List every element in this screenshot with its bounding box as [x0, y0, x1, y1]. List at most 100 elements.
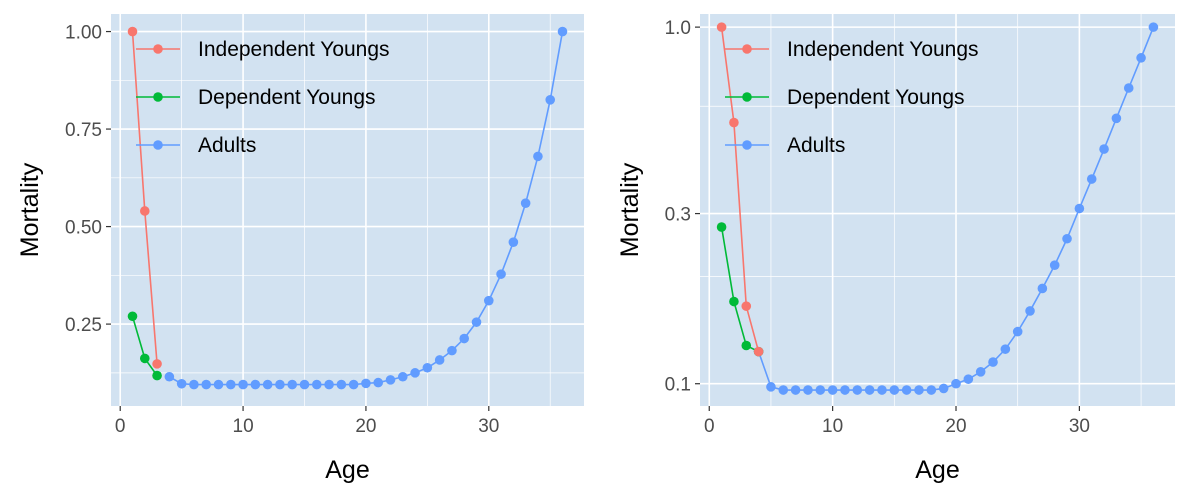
x-tick-label: 10	[233, 416, 254, 437]
data-point	[336, 379, 347, 390]
data-point	[1148, 22, 1159, 32]
data-point	[422, 362, 433, 373]
legend-label: Dependent Youngs	[198, 86, 376, 109]
panel-background	[700, 14, 1175, 406]
data-point	[716, 22, 727, 32]
data-point	[152, 359, 162, 369]
data-point	[127, 26, 138, 37]
y-tick-label: 0.50	[65, 218, 102, 239]
data-point	[483, 295, 494, 306]
data-point	[741, 301, 752, 311]
data-point	[864, 385, 875, 395]
x-tick-label: 20	[945, 416, 966, 437]
legend-label: Independent Youngs	[198, 38, 390, 61]
data-point	[1123, 83, 1134, 93]
data-point	[250, 379, 261, 390]
data-point	[815, 385, 826, 395]
data-point	[176, 378, 187, 389]
data-point	[459, 333, 470, 344]
data-point	[729, 296, 739, 307]
data-point	[201, 379, 212, 390]
data-point	[1025, 306, 1035, 316]
data-point	[397, 371, 408, 382]
x-tick-label: 30	[1069, 416, 1090, 437]
data-point	[496, 269, 506, 279]
x-tick-label: 0	[115, 416, 126, 437]
data-point	[311, 379, 322, 390]
data-point	[1062, 233, 1072, 244]
series-adults	[753, 22, 1159, 395]
data-point	[938, 383, 949, 394]
legend-key-point	[742, 92, 752, 102]
x-axis-title: Age	[915, 456, 959, 484]
data-point	[348, 379, 359, 390]
data-point	[164, 371, 175, 382]
data-point	[951, 378, 961, 389]
y-tick-label: 1.00	[65, 23, 102, 44]
data-point	[361, 378, 371, 389]
data-point	[877, 385, 887, 395]
x-axis-title: Age	[325, 456, 369, 484]
data-point	[533, 151, 543, 162]
data-point	[1037, 283, 1048, 294]
data-point	[716, 222, 727, 232]
y-tick-label: 0.3	[665, 205, 691, 226]
data-point	[508, 237, 519, 247]
data-point	[139, 206, 150, 216]
right-panel: 0 10 20 30 0.1 0.3 1.0 Age Mortality Independent …	[616, 14, 1175, 484]
data-point	[152, 370, 162, 381]
x-tick-label: 0	[704, 416, 715, 437]
data-point	[889, 385, 900, 395]
data-point	[410, 368, 420, 378]
data-point	[963, 374, 974, 384]
data-point	[1099, 144, 1109, 154]
data-point	[988, 357, 998, 367]
data-point	[324, 379, 334, 390]
legend-key-point	[153, 140, 163, 150]
legend-key-point	[153, 44, 163, 54]
data-point	[127, 311, 138, 322]
data-point	[213, 379, 224, 390]
x-tick-label: 10	[822, 416, 843, 437]
legend-item: Adults	[725, 134, 845, 157]
data-point	[852, 385, 863, 395]
legend-key-point	[742, 44, 752, 54]
data-point	[275, 379, 285, 390]
y-axis-title: Mortality	[616, 162, 644, 257]
series-independent-youngs	[716, 22, 764, 357]
data-point	[373, 377, 384, 388]
legend-label: Independent Youngs	[787, 38, 979, 61]
legend-label: Adults	[198, 134, 256, 157]
data-point	[471, 317, 482, 327]
legend: Independent Youngs Dependent Youngs Adults	[725, 38, 979, 157]
data-point	[914, 385, 924, 395]
legend-label: Adults	[787, 134, 845, 157]
legend-item: Independent Youngs	[136, 38, 390, 61]
data-point	[840, 385, 850, 395]
data-point	[225, 379, 236, 390]
y-tick-label: 0.1	[665, 375, 691, 396]
data-point	[557, 26, 568, 37]
data-point	[1136, 53, 1146, 63]
data-point	[1049, 260, 1060, 270]
data-point	[827, 385, 838, 395]
series-adults	[164, 26, 568, 390]
data-point	[434, 355, 445, 365]
x-tick-label: 30	[478, 416, 499, 437]
legend-item: Independent Youngs	[725, 38, 979, 61]
data-point	[753, 346, 764, 357]
data-point	[299, 379, 310, 390]
legend-item: Dependent Youngs	[136, 86, 376, 109]
data-point	[766, 382, 776, 392]
data-point	[447, 345, 457, 356]
panel-background	[111, 14, 584, 406]
data-point	[803, 385, 813, 395]
series-dependent-youngs	[716, 222, 764, 357]
data-point	[238, 379, 248, 390]
series-line	[720, 226, 759, 353]
legend: Independent Youngs Dependent Youngs Adults	[136, 38, 390, 157]
data-point	[790, 385, 801, 395]
data-point	[741, 340, 752, 351]
data-point	[975, 366, 986, 377]
